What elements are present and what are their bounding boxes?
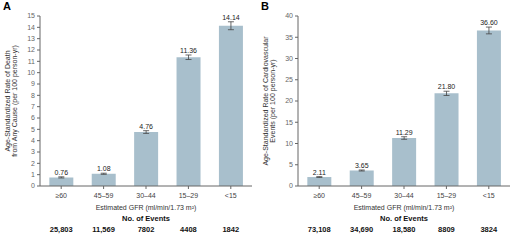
svg-text:1: 1 (31, 171, 35, 178)
svg-text:25,803: 25,803 (50, 225, 73, 234)
svg-text:1842: 1842 (222, 225, 239, 234)
svg-text:73,108: 73,108 (308, 225, 331, 234)
svg-text:5: 5 (31, 126, 35, 133)
svg-text:45–59: 45–59 (352, 192, 372, 199)
svg-text:15–29: 15–29 (179, 192, 199, 199)
svg-text:11.29: 11.29 (396, 129, 413, 136)
svg-text:30–44: 30–44 (394, 192, 414, 199)
svg-text:11,569: 11,569 (92, 225, 115, 234)
svg-text:14: 14 (27, 24, 35, 31)
svg-text:40: 40 (285, 12, 293, 19)
svg-text:4.76: 4.76 (139, 123, 153, 130)
svg-text:Estimated GFR (ml/min/1.73 m²): Estimated GFR (ml/min/1.73 m²) (96, 204, 197, 212)
svg-text:0: 0 (31, 182, 35, 189)
svg-text:<15: <15 (225, 192, 237, 199)
svg-text:7802: 7802 (138, 225, 155, 234)
svg-text:35: 35 (285, 34, 293, 41)
svg-text:0.76: 0.76 (55, 169, 69, 176)
html-text:A: A (3, 0, 11, 12)
svg-text:2.11: 2.11 (313, 169, 326, 176)
svg-text:15–29: 15–29 (437, 192, 457, 199)
svg-text:Estimated GFR (ml/min/1.73 m²): Estimated GFR (ml/min/1.73 m²) (354, 204, 455, 212)
svg-text:≥60: ≥60 (313, 192, 325, 199)
svg-text:14.14: 14.14 (222, 14, 240, 21)
svg-text:8809: 8809 (438, 225, 455, 234)
svg-text:13: 13 (27, 35, 35, 42)
svg-text:No. of Events: No. of Events (380, 214, 428, 223)
svg-text:21.80: 21.80 (438, 83, 456, 90)
svg-text:Age-Standardized Rate of Cardi: Age-Standardized Rate of CardiovascularE… (262, 36, 278, 166)
svg-text:4408: 4408 (180, 225, 197, 234)
svg-text:3.65: 3.65 (355, 162, 369, 169)
svg-text:20: 20 (285, 97, 293, 104)
svg-text:11: 11 (28, 58, 35, 65)
svg-text:≥60: ≥60 (55, 192, 67, 199)
svg-text:3: 3 (31, 148, 35, 155)
svg-text:36.60: 36.60 (480, 19, 498, 26)
svg-text:25: 25 (285, 76, 293, 83)
svg-text:15: 15 (27, 12, 35, 19)
svg-text:34,690: 34,690 (350, 225, 373, 234)
svg-text:12: 12 (27, 46, 35, 53)
svg-text:0: 0 (289, 182, 293, 189)
svg-text:Age-Standardized Rate of Death: Age-Standardized Rate of Deathfrom Any C… (8, 45, 19, 157)
svg-text:8: 8 (31, 92, 35, 99)
svg-text:<15: <15 (483, 192, 495, 199)
svg-text:45–59: 45–59 (94, 192, 114, 199)
svg-text:6: 6 (31, 114, 35, 121)
svg-text:No. of Events: No. of Events (122, 214, 170, 223)
svg-text:15: 15 (285, 119, 293, 126)
svg-text:10: 10 (27, 69, 35, 76)
svg-text:1.08: 1.08 (97, 165, 111, 172)
svg-text:9: 9 (31, 80, 35, 87)
svg-text:30: 30 (285, 55, 293, 62)
svg-text:11.36: 11.36 (180, 47, 197, 54)
svg-text:18,580: 18,580 (393, 225, 416, 234)
svg-text:7: 7 (31, 103, 35, 110)
svg-text:5: 5 (289, 161, 293, 168)
svg-text:3824: 3824 (480, 225, 498, 234)
svg-text:10: 10 (285, 140, 293, 147)
svg-text:30–44: 30–44 (136, 192, 156, 199)
svg-text:4: 4 (31, 137, 35, 144)
html-text:B: B (261, 0, 269, 12)
svg-text:2: 2 (31, 160, 35, 167)
